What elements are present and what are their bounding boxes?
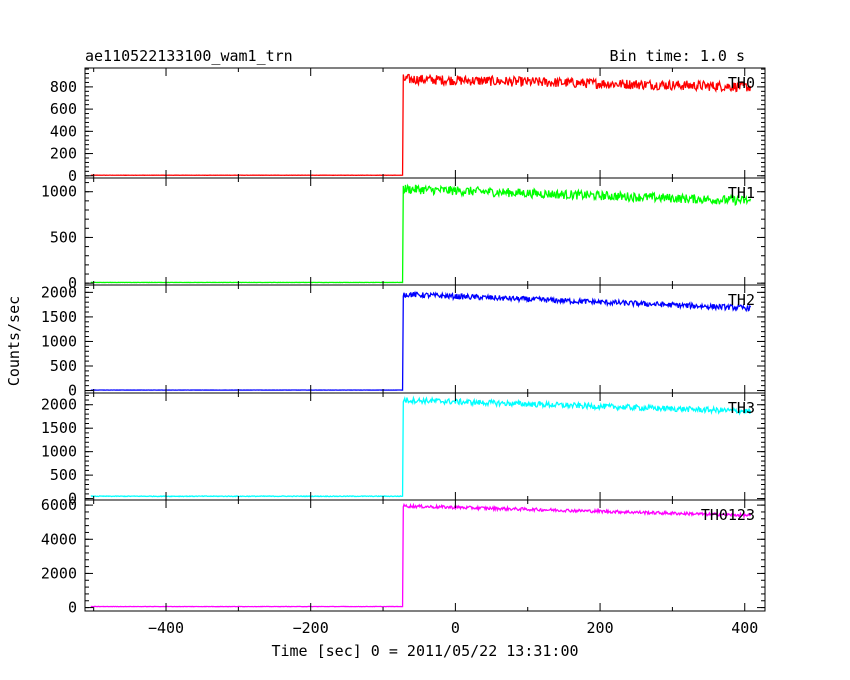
x-tick-label: 200 <box>587 619 614 637</box>
series-th1-line <box>90 183 752 284</box>
panel-th0123: 0 2000 4000 6000 TH0123 <box>41 496 766 617</box>
y-tick-label: 500 <box>50 357 77 375</box>
y-tick-label: 500 <box>50 466 77 484</box>
series-th0123-line <box>90 502 752 608</box>
y-tick-label: 2000 <box>41 564 77 582</box>
series-th2-line <box>90 290 752 391</box>
y-tick-label: 200 <box>50 145 77 163</box>
y-tick-label: 4000 <box>41 530 77 548</box>
y-tick-label: 400 <box>50 122 77 140</box>
y-tick-label: 2000 <box>41 396 77 414</box>
y-tick-label: 0 <box>68 599 77 617</box>
y-tick-label: 0 <box>68 167 77 185</box>
y-tick-label: 800 <box>50 78 77 96</box>
y-tick-label: 600 <box>50 100 77 118</box>
series-label-th3: TH3 <box>728 399 755 417</box>
x-tick-label: 400 <box>731 619 758 637</box>
panel-th1: 0 500 1000 TH1 <box>41 177 766 292</box>
series-label-th2: TH2 <box>728 291 755 309</box>
series-label-th0123: TH0123 <box>701 506 755 524</box>
y-tick-label: 1500 <box>41 419 77 437</box>
y-tick-label: 500 <box>50 228 77 246</box>
x-tick-label: −200 <box>293 619 329 637</box>
y-tick-label: 0 <box>68 274 77 292</box>
chart-title: ae110522133100_wam1_trn <box>85 47 293 65</box>
series-label-th1: TH1 <box>728 184 755 202</box>
y-tick-label: 6000 <box>41 496 77 514</box>
y-tick-label: 0 <box>68 490 77 508</box>
x-tick-label: 0 <box>451 619 460 637</box>
panel-th3: 0 500 1000 1500 2000 TH3 <box>41 392 766 508</box>
y-tick-label: 0 <box>68 382 77 400</box>
series-th3-line <box>90 395 752 498</box>
y-axis-label: Counts/sec <box>5 296 23 386</box>
series-label-th0: TH0 <box>728 74 755 92</box>
bin-time-label: Bin time: 1.0 s <box>610 47 745 65</box>
y-tick-label: 1000 <box>41 443 77 461</box>
panel-frame <box>84 499 766 612</box>
x-axis-label: Time [sec] 0 = 2011/05/22 13:31:00 <box>271 642 578 660</box>
panel-th2: 0 500 1000 1500 2000 TH2 <box>41 283 766 400</box>
series-th0-line <box>90 73 752 176</box>
y-tick-label: 1500 <box>41 308 77 326</box>
panel-frame <box>84 284 766 394</box>
y-tick-label: 1000 <box>41 183 77 201</box>
panel-th0: 0 200 400 600 800 TH0 <box>50 67 766 185</box>
y-tick-label: 2000 <box>41 283 77 301</box>
x-tick-label: −400 <box>148 619 184 637</box>
y-tick-label: 1000 <box>41 332 77 350</box>
